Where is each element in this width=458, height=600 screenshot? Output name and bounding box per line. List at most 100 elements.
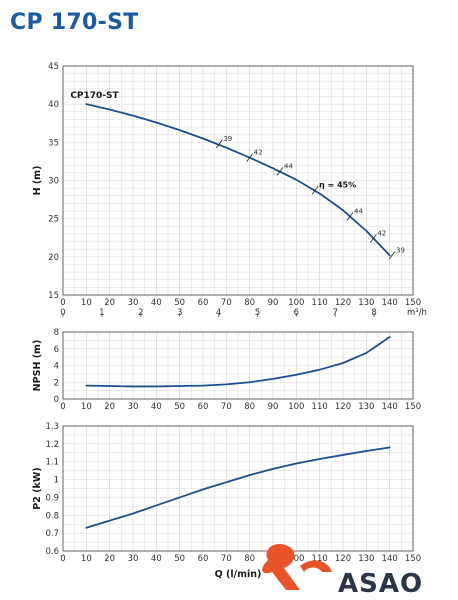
efficiency-marker bbox=[311, 186, 319, 195]
swirl-icon bbox=[262, 543, 300, 590]
x-tick-label: 30 bbox=[128, 402, 139, 412]
x-tick-label: 80 bbox=[244, 554, 255, 564]
y-tick-label: 0.8 bbox=[45, 511, 59, 521]
secondary-x-tick-label: 4 bbox=[216, 308, 221, 318]
swirl-icon-tail bbox=[300, 560, 332, 572]
x-tick-label: 10 bbox=[81, 402, 92, 412]
y-tick-label: 40 bbox=[48, 100, 59, 110]
y-tick-label: 0.6 bbox=[45, 547, 59, 557]
y-tick-label: 2 bbox=[54, 378, 59, 388]
x-tick-label: 40 bbox=[151, 402, 162, 412]
secondary-x-tick-label: 0 bbox=[60, 308, 65, 318]
secondary-x-tick-label: 2 bbox=[138, 308, 143, 318]
y-tick-label: 4 bbox=[54, 362, 59, 372]
x-tick-label: 20 bbox=[104, 554, 115, 564]
x-tick-label: 140 bbox=[382, 298, 398, 308]
secondary-x-tick-label: 1 bbox=[99, 308, 104, 318]
plot-frame bbox=[62, 65, 414, 296]
curve-label: CP170-ST bbox=[70, 91, 119, 101]
x-tick-label: 120 bbox=[335, 402, 351, 412]
chart-panel-1: 0 10 20 30 40 50 60 70 80 90 100 110 120 130 140 150 1 5 2… bbox=[32, 62, 427, 318]
y-tick-label: 45 bbox=[48, 62, 59, 72]
secondary-x-tick-label: 3 bbox=[177, 308, 182, 318]
x-tick-label: 70 bbox=[221, 554, 232, 564]
efficiency-label: 39 bbox=[396, 246, 405, 254]
secondary-x-unit: m³/h bbox=[407, 308, 427, 318]
efficiency-marker bbox=[346, 212, 354, 221]
x-tick-label: 130 bbox=[358, 402, 374, 412]
series-line-1 bbox=[85, 103, 391, 257]
secondary-x-tick-label: 5 bbox=[255, 308, 260, 318]
x-tick-label: 20 bbox=[104, 402, 115, 412]
y-tick-label: 25 bbox=[48, 215, 59, 225]
x-tick-label: 60 bbox=[198, 554, 209, 564]
secondary-x-tick-label: 7 bbox=[333, 308, 338, 318]
efficiency-label: η = 45% bbox=[319, 180, 356, 189]
y-axis-label: H (m) bbox=[32, 166, 43, 196]
y-tick-label: 1.3 bbox=[45, 422, 59, 432]
x-axis-label: Q (l/min) bbox=[215, 569, 262, 580]
x-tick-label: 100 bbox=[288, 402, 304, 412]
efficiency-label: 44 bbox=[284, 162, 293, 170]
secondary-x-tick-label: 8 bbox=[371, 308, 376, 318]
chart-panel-2: 0 10 20 30 40 50 60 70 80 90 100 110 120 130 140 150 0 2 4… bbox=[32, 328, 421, 412]
x-tick-label: 30 bbox=[128, 554, 139, 564]
x-tick-label: 40 bbox=[151, 298, 162, 308]
x-tick-label: 100 bbox=[288, 554, 304, 564]
efficiency-marker bbox=[246, 153, 253, 162]
y-tick-label: 0.7 bbox=[45, 529, 59, 539]
efficiency-label: 44 bbox=[354, 207, 363, 215]
x-tick-label: 90 bbox=[268, 402, 279, 412]
page-title: CP 170-ST bbox=[10, 10, 139, 35]
efficiency-marker bbox=[276, 167, 284, 176]
x-tick-label: 50 bbox=[174, 298, 185, 308]
x-tick-label: 0 bbox=[60, 554, 65, 564]
efficiency-marker bbox=[216, 139, 223, 149]
y-tick-label: 30 bbox=[48, 177, 59, 187]
x-tick-label: 0 bbox=[60, 402, 65, 412]
efficiency-label: 39 bbox=[223, 135, 232, 143]
x-tick-label: 30 bbox=[128, 298, 139, 308]
y-tick-label: 35 bbox=[48, 138, 59, 148]
x-tick-label: 70 bbox=[221, 298, 232, 308]
x-tick-label: 130 bbox=[358, 554, 374, 564]
y-tick-label: 6 bbox=[54, 345, 59, 355]
series-line-1 bbox=[85, 336, 391, 388]
x-tick-label: 50 bbox=[174, 402, 185, 412]
x-tick-label: 80 bbox=[244, 402, 255, 412]
y-tick-label: 1 bbox=[54, 476, 59, 486]
x-tick-label: 40 bbox=[151, 554, 162, 564]
x-tick-label: 10 bbox=[81, 298, 92, 308]
x-tick-label: 140 bbox=[382, 554, 398, 564]
x-tick-label: 120 bbox=[335, 554, 351, 564]
x-tick-label: 130 bbox=[358, 298, 374, 308]
x-tick-label: 100 bbox=[288, 298, 304, 308]
y-tick-label: 1.2 bbox=[45, 440, 59, 450]
x-tick-label: 80 bbox=[244, 298, 255, 308]
series-line-1 bbox=[85, 446, 391, 529]
plot-frame bbox=[62, 425, 414, 552]
y-tick-label: 1.1 bbox=[45, 458, 59, 468]
efficiency-label: 42 bbox=[377, 230, 386, 238]
y-tick-label: 0.9 bbox=[45, 493, 59, 503]
x-tick-label: 110 bbox=[312, 402, 328, 412]
x-tick-label: 60 bbox=[198, 298, 209, 308]
efficiency-marker bbox=[388, 251, 396, 260]
x-tick-label: 140 bbox=[382, 402, 398, 412]
efficiency-marker bbox=[370, 234, 377, 243]
x-tick-label: 150 bbox=[405, 554, 421, 564]
x-tick-label: 150 bbox=[405, 298, 421, 308]
x-tick-label: 10 bbox=[81, 554, 92, 564]
plot-frame bbox=[62, 331, 414, 400]
x-tick-label: 90 bbox=[268, 298, 279, 308]
chart-panel-3: 01020304050607080901001101201301401500.6… bbox=[32, 422, 421, 580]
x-tick-label: 110 bbox=[312, 298, 328, 308]
x-tick-label: 50 bbox=[174, 554, 185, 564]
y-axis-label: P2 (kW) bbox=[32, 467, 43, 509]
x-tick-label: 70 bbox=[221, 402, 232, 412]
x-tick-label: 120 bbox=[335, 298, 351, 308]
y-tick-label: 20 bbox=[48, 253, 59, 263]
x-tick-label: 110 bbox=[312, 554, 328, 564]
y-tick-label: 8 bbox=[54, 328, 59, 338]
